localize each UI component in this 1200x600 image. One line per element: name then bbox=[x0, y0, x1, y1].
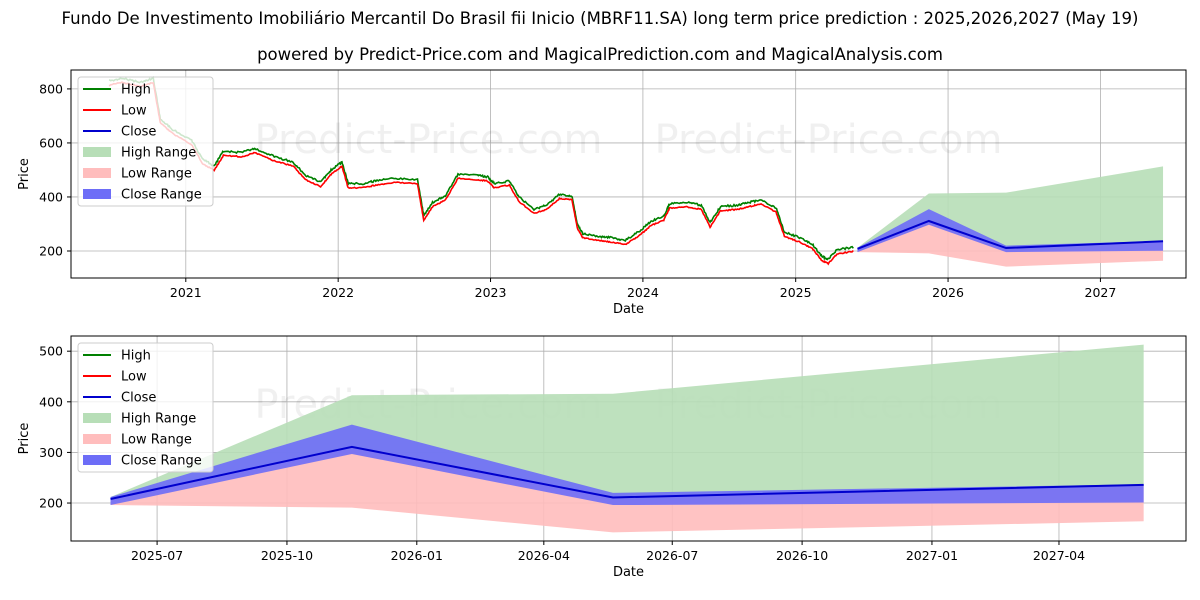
top-chart-close-range-band bbox=[857, 209, 1164, 253]
bottom-chart-y-tick-label: 200 bbox=[39, 496, 63, 511]
top-chart-low-range-band bbox=[857, 221, 1164, 267]
top-chart-x-tick-label: 2025 bbox=[780, 285, 812, 300]
bottom-chart-y-axis-label: Price bbox=[17, 423, 32, 455]
top-chart-high-range-band bbox=[857, 166, 1164, 249]
top-chart-x-tick-label: 2023 bbox=[475, 285, 507, 300]
top-chart-y-tick-label: 200 bbox=[39, 243, 63, 258]
bottom-chart-low-range-band bbox=[110, 446, 1144, 533]
top-chart-legend-swatch bbox=[83, 189, 111, 199]
top-chart-y-tick-label: 600 bbox=[39, 135, 63, 150]
top-chart-legend-label: Low bbox=[121, 104, 147, 119]
bottom-chart-legend-swatch bbox=[83, 455, 111, 465]
bottom-chart-high-range-band bbox=[110, 344, 1144, 499]
chart-title: Fundo De Investimento Imobiliário Mercan… bbox=[61, 9, 1139, 28]
bottom-chart-legend-box bbox=[77, 342, 214, 473]
top-chart-y-axis-label: Price bbox=[17, 158, 32, 190]
top-chart-legend-label: High bbox=[121, 83, 151, 98]
bottom-chart-x-tick-label: 2026-10 bbox=[776, 548, 828, 563]
top-chart-x-tick-label: 2027 bbox=[1085, 285, 1117, 300]
top-chart-plot-area bbox=[108, 76, 1164, 267]
bottom-chart-legend-label: Low Range bbox=[121, 433, 192, 448]
top-chart-high-series bbox=[108, 76, 854, 261]
bottom-chart-legend-swatch bbox=[83, 434, 111, 444]
top-chart-legend-box bbox=[77, 76, 214, 207]
bottom-chart-y-tick-label: 500 bbox=[39, 344, 63, 359]
top-chart-x-axis-label: Date bbox=[613, 302, 644, 317]
bottom-chart-legend-label: High Range bbox=[121, 412, 196, 427]
top-chart-legend-swatch bbox=[83, 147, 111, 157]
bottom-chart-legend-label: Close bbox=[121, 391, 156, 406]
top-chart-legend-label: Low Range bbox=[121, 167, 192, 182]
top-chart-legend-label: High Range bbox=[121, 146, 196, 161]
bottom-chart-x-tick-label: 2025-07 bbox=[131, 548, 183, 563]
bottom-chart-frame bbox=[70, 335, 1187, 542]
top-chart-x-tick-label: 2021 bbox=[170, 285, 202, 300]
bottom-chart-x-tick-label: 2026-04 bbox=[518, 548, 570, 563]
bottom-chart-plot-area bbox=[110, 344, 1144, 533]
top-chart-x-tick-label: 2022 bbox=[322, 285, 354, 300]
top-chart-y-tick-label: 400 bbox=[39, 189, 63, 204]
top-chart-x-tick-label: 2026 bbox=[932, 285, 964, 300]
bottom-chart-x-tick-label: 2027-01 bbox=[906, 548, 958, 563]
bottom-chart-legend-label: High bbox=[121, 349, 151, 364]
top-chart-x-tick-label: 2024 bbox=[627, 285, 659, 300]
top-chart-legend-label: Close Range bbox=[121, 188, 202, 203]
bottom-chart-close-range-band bbox=[110, 424, 1144, 506]
bottom-chart-legend-swatch bbox=[83, 413, 111, 423]
bottom-chart-x-tick-label: 2025-10 bbox=[261, 548, 313, 563]
top-chart-legend-swatch bbox=[83, 168, 111, 178]
top-chart-y-tick-label: 800 bbox=[39, 81, 63, 96]
top-chart-watermark: Predict-Price.com bbox=[655, 117, 1003, 163]
bottom-chart-x-tick-label: 2027-04 bbox=[1033, 548, 1085, 563]
bottom-chart-x-tick-label: 2026-07 bbox=[646, 548, 698, 563]
bottom-chart-x-tick-label: 2026-01 bbox=[391, 548, 443, 563]
top-chart-legend-label: Close bbox=[121, 125, 156, 140]
bottom-chart-legend-label: Low bbox=[121, 370, 147, 385]
bottom-chart-legend-label: Close Range bbox=[121, 454, 202, 469]
bottom-chart-y-tick-label: 300 bbox=[39, 445, 63, 460]
top-chart-low-series bbox=[108, 81, 854, 266]
bottom-chart-close-series bbox=[110, 445, 1144, 500]
top-chart-frame bbox=[70, 69, 1187, 279]
bottom-chart-y-tick-label: 400 bbox=[39, 394, 63, 409]
top-chart-close-series bbox=[857, 219, 1164, 250]
bottom-chart-x-axis-label: Date bbox=[613, 565, 644, 580]
top-chart-watermark: Predict-Price.com bbox=[255, 117, 603, 163]
top-chart-legend: High Low Close High Range Low Range Close Ran… bbox=[77, 76, 214, 207]
bottom-chart-legend: High Low Close High Range Low Range Close Ran… bbox=[77, 342, 214, 473]
chart-subtitle: powered by Predict-Price.com and Magical… bbox=[257, 45, 943, 64]
